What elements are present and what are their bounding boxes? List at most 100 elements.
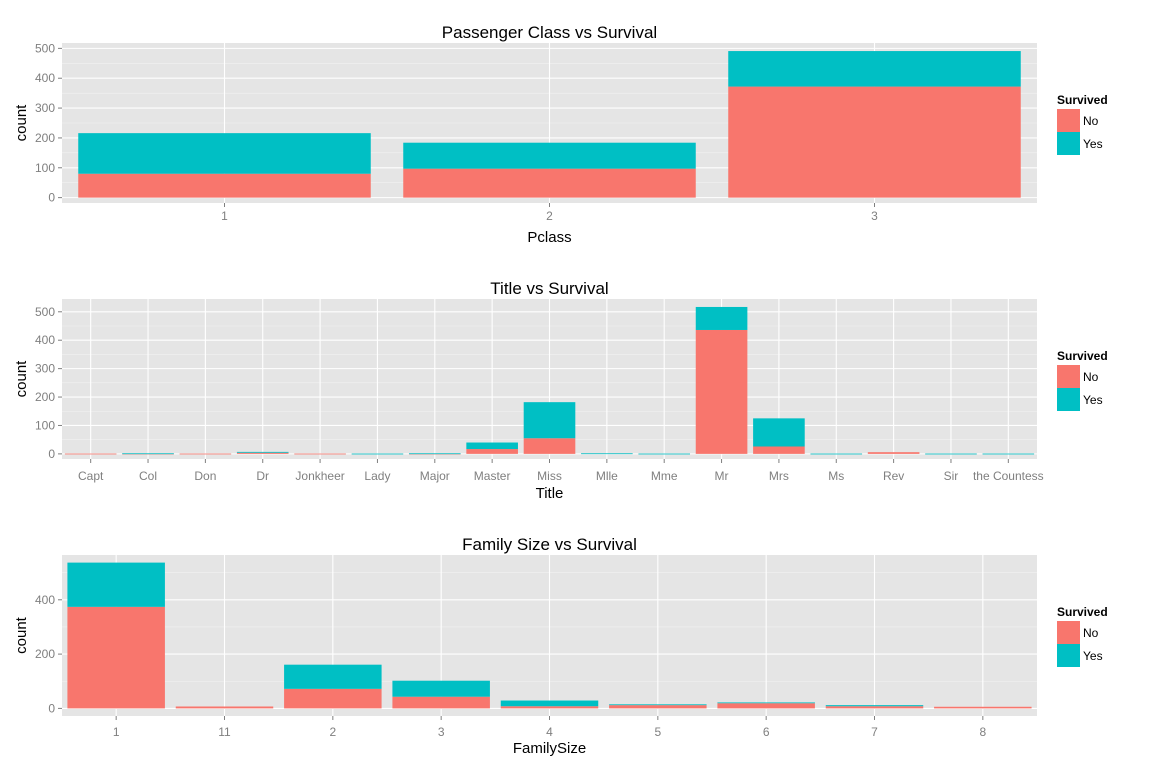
bar-no-2	[403, 168, 696, 198]
legend: Survived No Yes	[1057, 605, 1108, 667]
bar-no-miss	[523, 438, 576, 454]
bar-yes-2	[403, 142, 696, 169]
y-tick-label: 400	[35, 333, 55, 347]
y-tick-label: 400	[35, 593, 55, 607]
x-tick-label: Mme	[651, 469, 678, 483]
bar-yes-3	[392, 680, 490, 697]
legend-label-yes: Yes	[1083, 393, 1103, 407]
legend-title: Survived	[1057, 93, 1108, 107]
x-tick-label: 5	[654, 725, 661, 739]
x-tick-label: 1	[113, 725, 120, 739]
y-tick-label: 300	[35, 362, 55, 376]
bar-no-4	[500, 706, 599, 709]
bar-yes-1	[78, 133, 371, 174]
y-axis-title: count	[13, 104, 30, 142]
bar-no-5	[609, 705, 707, 709]
x-tick-label: Mrs	[769, 469, 789, 483]
bar-no-8	[934, 706, 1032, 709]
bar-no-jonkheer	[294, 453, 346, 455]
x-tick-label: Master	[474, 469, 511, 483]
x-tick-label: Mlle	[596, 469, 618, 483]
y-tick-label: 200	[35, 647, 55, 661]
bar-yes-the-countess	[982, 453, 1035, 455]
x-tick-label: 2	[329, 725, 336, 739]
y-tick-label: 500	[35, 305, 55, 319]
bar-no-don	[179, 453, 232, 455]
y-tick-label: 100	[35, 418, 55, 432]
x-tick-label: 8	[979, 725, 986, 739]
bar-no-mrs	[753, 446, 805, 454]
legend-key-yes	[1057, 388, 1080, 411]
legend-label-no: No	[1083, 370, 1099, 384]
x-tick-label: Capt	[78, 469, 104, 483]
legend-key-yes	[1057, 644, 1080, 667]
x-tick-label: 6	[763, 725, 770, 739]
y-tick-label: 0	[48, 447, 55, 461]
y-tick-label: 500	[35, 41, 55, 55]
bar-yes-col	[122, 453, 174, 455]
bar-yes-4	[500, 700, 599, 707]
x-tick-label: Don	[194, 469, 216, 483]
x-tick-label: Dr	[256, 469, 269, 483]
x-tick-label: Sir	[944, 469, 959, 483]
x-tick-label: 1	[221, 209, 228, 223]
bar-yes-mme	[638, 453, 691, 455]
x-tick-label: 4	[546, 725, 553, 739]
y-tick-label: 200	[35, 131, 55, 145]
bar-yes-3	[728, 51, 1021, 87]
bar-no-1	[78, 173, 371, 198]
bar-no-3	[392, 696, 490, 709]
x-tick-label: 3	[438, 725, 445, 739]
bar-no-rev	[867, 452, 920, 454]
chart-title: Title vs Survival	[490, 279, 608, 298]
y-tick-label: 100	[35, 161, 55, 175]
legend: Survived No Yes	[1057, 349, 1108, 411]
bar-yes-6	[717, 702, 815, 704]
y-axis-title: count	[13, 360, 30, 398]
bar-yes-5	[609, 704, 707, 706]
bar-no-capt	[64, 453, 117, 455]
x-tick-label: Major	[420, 469, 450, 483]
bar-yes-mr	[695, 306, 748, 330]
bar-no-mr	[695, 329, 748, 454]
bar-yes-master	[466, 442, 518, 450]
y-tick-label: 0	[48, 701, 55, 715]
legend-key-yes	[1057, 132, 1080, 155]
bar-no-3	[728, 86, 1021, 198]
bar-no-2	[284, 688, 382, 709]
chart-panel-1: 0 100 200 300 400 500 1 2 3 Passenger Class vs Su…	[13, 23, 1108, 246]
x-tick-label: Ms	[828, 469, 844, 483]
x-tick-label: 2	[546, 209, 553, 223]
x-tick-label: Jonkheer	[295, 469, 344, 483]
y-tick-label: 200	[35, 390, 55, 404]
bar-yes-mrs	[753, 418, 805, 447]
legend-label-yes: Yes	[1083, 137, 1103, 151]
bar-yes-7	[825, 705, 924, 707]
x-tick-label: Col	[139, 469, 157, 483]
bar-no-11	[175, 706, 274, 709]
bar-no-6	[717, 703, 815, 709]
bar-yes-major	[408, 453, 461, 455]
y-tick-label: 300	[35, 101, 55, 115]
x-tick-label: 11	[218, 725, 231, 739]
bar-no-master	[466, 449, 518, 454]
x-tick-label: the Countess	[973, 469, 1044, 483]
legend: Survived No Yes	[1057, 93, 1108, 155]
chart-title: Family Size vs Survival	[462, 535, 637, 554]
legend-key-no	[1057, 621, 1080, 644]
x-tick-label: Miss	[537, 469, 562, 483]
bar-yes-1	[67, 562, 165, 607]
bar-yes-miss	[523, 402, 576, 439]
bar-no-1	[67, 606, 165, 709]
bar-no-7	[825, 706, 924, 709]
legend-key-no	[1057, 365, 1080, 388]
bar-yes-mlle	[581, 453, 633, 455]
chart-title: Passenger Class vs Survival	[442, 23, 657, 42]
legend-key-no	[1057, 109, 1080, 132]
bar-yes-ms	[810, 453, 863, 455]
bar-yes-lady	[351, 453, 404, 455]
y-tick-label: 0	[48, 191, 55, 205]
chart-panel-2: 0 100 200 300 400 500 Capt Col Don Dr Jonkheer Lady…	[13, 279, 1108, 502]
